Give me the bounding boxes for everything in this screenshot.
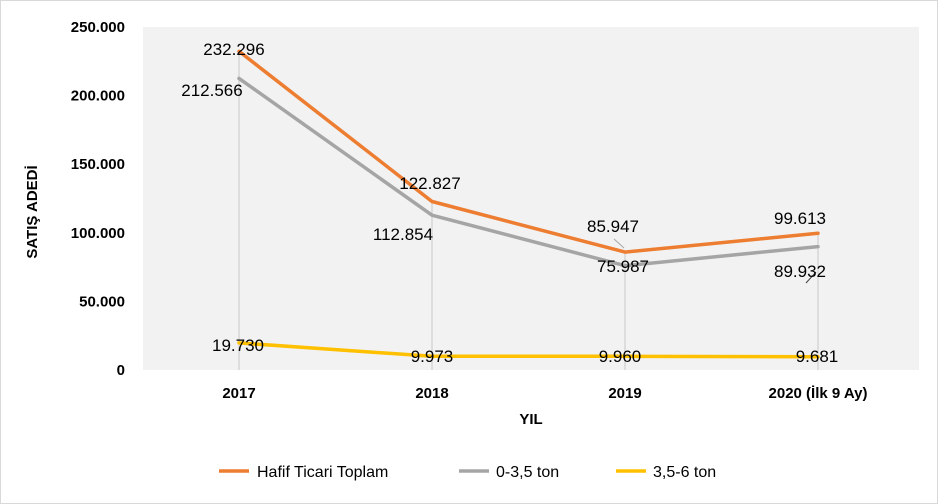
- x-axis-title: YIL: [519, 411, 542, 428]
- x-axis-ticks: 2017 2018 2019 2020 (İlk 9 Ay): [222, 385, 867, 402]
- data-label: 75.987: [597, 257, 649, 276]
- series-line: [237, 341, 820, 359]
- label-leader-lines: [613, 238, 817, 284]
- y-tick-label: 50.000: [79, 293, 125, 310]
- series-line: [237, 76, 820, 268]
- y-tick-label: 200.000: [71, 88, 125, 105]
- y-axis-title: SATIŞ ADEDİ: [24, 165, 41, 258]
- y-tick-label: 0: [117, 362, 125, 379]
- x-tick-label: 2020 (İlk 9 Ay): [769, 385, 868, 402]
- data-label: 85.947: [587, 217, 639, 236]
- plot-area: [143, 27, 919, 370]
- y-axis-ticks: 0 50.000 100.000 150.000 200.000 250.000: [71, 19, 125, 379]
- data-label: 232.296: [203, 40, 264, 59]
- data-labels: 232.296 122.827 85.947 99.613 212.566 112.854…: [181, 40, 838, 366]
- series-lines: [237, 49, 820, 359]
- legend: Hafif Ticari Toplam 0-3,5 ton 3,5-6 ton: [219, 464, 716, 481]
- data-label: 9.960: [599, 347, 642, 366]
- series-line: [237, 49, 820, 254]
- leader-line: [613, 238, 625, 249]
- legend-label: 3,5-6 ton: [653, 464, 716, 481]
- data-label: 9.681: [796, 347, 839, 366]
- data-label: 99.613: [774, 209, 826, 228]
- data-label: 19.730: [212, 336, 264, 355]
- x-tick-label: 2017: [222, 385, 255, 402]
- data-label: 122.827: [399, 174, 460, 193]
- y-tick-label: 150.000: [71, 156, 125, 173]
- legend-label: 0-3,5 ton: [496, 464, 559, 481]
- data-label: 89.932: [774, 262, 826, 281]
- x-tick-label: 2019: [608, 385, 641, 402]
- y-tick-label: 100.000: [71, 225, 125, 242]
- legend-label: Hafif Ticari Toplam: [257, 464, 388, 481]
- y-tick-label: 250.000: [71, 19, 125, 36]
- leader-line: [805, 271, 817, 284]
- data-label: 9.973: [411, 347, 454, 366]
- data-label: 212.566: [181, 81, 242, 100]
- data-label: 112.854: [373, 225, 433, 244]
- x-tick-label: 2018: [415, 385, 448, 402]
- drop-lines: [238, 51, 819, 370]
